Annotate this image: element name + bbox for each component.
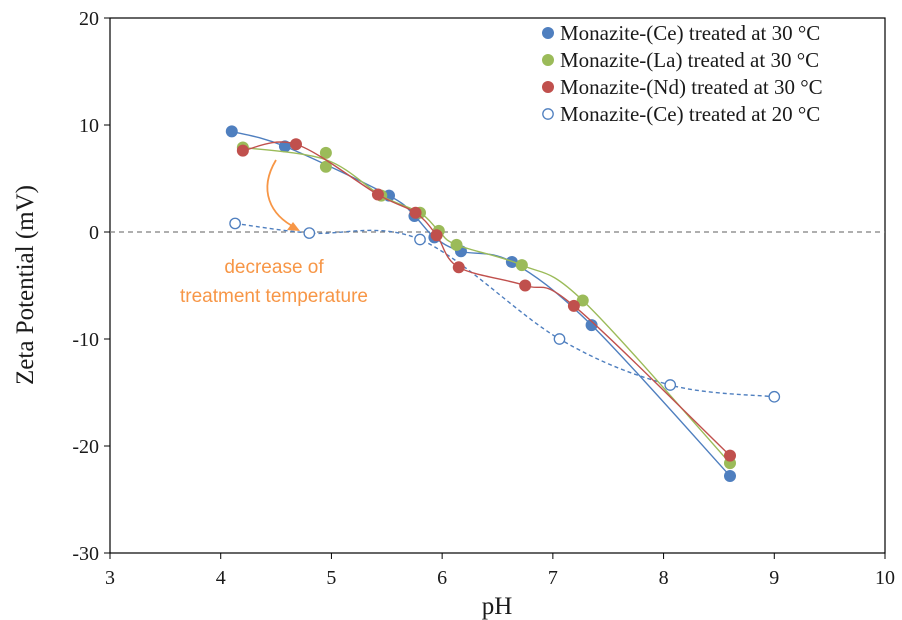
data-point bbox=[768, 390, 781, 403]
data-point bbox=[371, 188, 384, 201]
data-point bbox=[724, 449, 736, 462]
annotation-line-1: decrease of bbox=[224, 257, 324, 278]
series-2 bbox=[236, 138, 736, 462]
series-layer bbox=[225, 125, 781, 482]
legend: Monazite-(Ce) treated at 30 °C Monazite-(… bbox=[542, 21, 823, 126]
x-tick-label: 5 bbox=[326, 567, 336, 589]
y-tick-label: 20 bbox=[79, 8, 99, 30]
y-tick-label: -30 bbox=[72, 543, 99, 565]
data-point bbox=[409, 206, 422, 219]
legend-marker bbox=[542, 54, 554, 66]
y-tick-label: -10 bbox=[72, 329, 99, 351]
data-point bbox=[319, 146, 332, 159]
data-point bbox=[585, 319, 598, 332]
data-point bbox=[229, 217, 241, 230]
data-point bbox=[567, 299, 580, 312]
legend-label: Monazite-(La) treated at 30 °C bbox=[560, 48, 819, 72]
data-point bbox=[724, 469, 736, 482]
series-2-line bbox=[242, 141, 731, 457]
x-tick-label: 10 bbox=[875, 567, 895, 589]
legend-label: Monazite-(Ce) treated at 20 °C bbox=[560, 102, 820, 126]
data-point bbox=[278, 140, 291, 153]
plot-area bbox=[109, 17, 886, 554]
data-point bbox=[319, 160, 332, 173]
annotation: decrease of treatment temperature bbox=[180, 159, 368, 307]
y-tick-label: -20 bbox=[72, 436, 99, 458]
x-axis-title: pH bbox=[482, 593, 513, 620]
legend-label: Monazite-(Ce) treated at 30 °C bbox=[560, 21, 820, 45]
series-3-line bbox=[235, 222, 775, 398]
plot-frame bbox=[109, 17, 886, 554]
annotation-arrow bbox=[266, 159, 297, 229]
data-point bbox=[452, 261, 465, 274]
y-tick-label: 10 bbox=[79, 115, 99, 137]
x-tick-label: 8 bbox=[659, 567, 669, 589]
x-tick-label: 3 bbox=[105, 567, 115, 589]
data-point bbox=[414, 233, 426, 246]
axis-ticks: 3 4 5 6 7 8 9 10 -30 -20 -10 0 10 20 bbox=[72, 8, 895, 589]
data-point bbox=[225, 125, 238, 138]
data-point bbox=[553, 333, 566, 345]
data-point bbox=[664, 379, 677, 391]
x-tick-label: 9 bbox=[769, 567, 779, 589]
legend-marker bbox=[542, 81, 554, 93]
data-point bbox=[290, 138, 302, 151]
legend-marker bbox=[542, 108, 554, 120]
legend-marker bbox=[542, 27, 554, 39]
y-axis-title: Zeta Potential (mV) bbox=[12, 185, 39, 385]
data-point bbox=[303, 227, 316, 239]
x-tick-label: 6 bbox=[437, 567, 447, 589]
data-point bbox=[430, 229, 443, 242]
data-point bbox=[515, 259, 528, 272]
x-tick-label: 7 bbox=[548, 567, 558, 589]
data-point bbox=[576, 294, 589, 307]
data-point bbox=[236, 144, 249, 157]
annotation-line-2: treatment temperature bbox=[180, 286, 368, 307]
annotation-arrowhead bbox=[287, 222, 300, 231]
data-point bbox=[450, 238, 463, 251]
series-3 bbox=[229, 217, 781, 403]
legend-label: Monazite-(Nd) treated at 30 °C bbox=[560, 75, 823, 99]
data-point bbox=[519, 279, 532, 292]
x-tick-label: 4 bbox=[216, 567, 226, 589]
y-tick-label: 0 bbox=[89, 222, 99, 244]
